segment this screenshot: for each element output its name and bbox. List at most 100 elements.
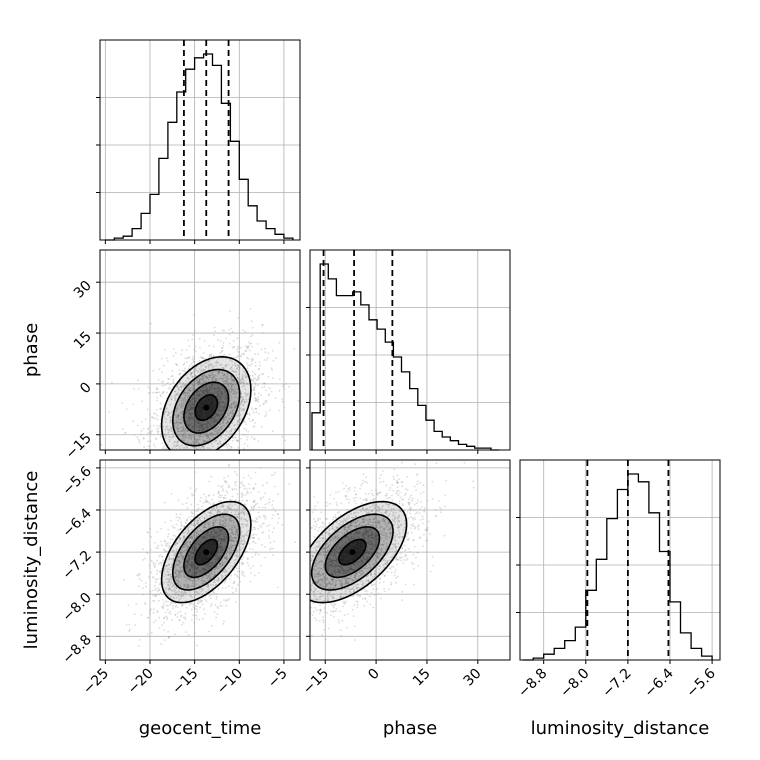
scatter-point (230, 430, 233, 433)
scatter-point (182, 428, 185, 431)
scatter-point (240, 518, 243, 521)
scatter-point (232, 346, 235, 348)
scatter-point (153, 621, 155, 624)
scatter-point (206, 569, 209, 571)
scatter-point (156, 399, 159, 402)
scatter-point (237, 415, 240, 417)
scatter-point (196, 577, 199, 580)
scatter-point (226, 364, 229, 366)
scatter-point (177, 482, 179, 484)
scatter-point (186, 361, 189, 363)
scatter-point (199, 569, 202, 572)
scatter-point (249, 537, 252, 539)
scatter-point (223, 535, 225, 538)
scatter-point (132, 463, 134, 465)
scatter-point (250, 506, 253, 508)
panel-grid-phase-luminosity_distance (310, 460, 510, 660)
scatter-point (172, 380, 175, 383)
scatter-point (180, 559, 182, 561)
scatter-point (257, 515, 260, 518)
scatter-point (180, 385, 183, 388)
scatter-point (178, 561, 181, 564)
scatter-point (100, 443, 103, 446)
scatter-point (191, 564, 194, 566)
scatter-point (166, 544, 168, 547)
scatter-point (228, 567, 230, 570)
scatter-point (152, 472, 154, 474)
scatter-point (200, 540, 202, 543)
scatter-point (268, 498, 271, 501)
scatter-point (231, 388, 234, 391)
scatter-point (251, 519, 254, 522)
scatter-point (237, 366, 240, 369)
scatter-point (187, 356, 190, 359)
scatter-point (201, 603, 204, 606)
scatter-point (221, 523, 224, 526)
scatter-point (259, 467, 262, 469)
scatter-point (196, 566, 199, 568)
scatter-point (246, 436, 249, 438)
scatter-point (205, 423, 208, 426)
scatter-point (201, 445, 204, 447)
scatter-point (229, 412, 231, 415)
scatter-point (246, 375, 248, 378)
scatter-point (193, 585, 196, 588)
scatter-point (182, 575, 185, 578)
scatter-point (190, 552, 193, 555)
scatter-point (167, 588, 170, 591)
scatter-point (222, 496, 225, 499)
scatter-point (208, 568, 211, 571)
scatter-point (272, 514, 275, 516)
scatter-point (246, 489, 249, 492)
scatter-point (199, 519, 202, 521)
scatter-point (177, 576, 180, 579)
scatter-point (208, 438, 211, 440)
scatter-point (156, 396, 159, 399)
scatter-point (251, 541, 254, 544)
scatter-point (184, 357, 187, 360)
scatter-point (231, 406, 234, 409)
scatter-point (149, 425, 152, 428)
scatter-point (209, 364, 212, 366)
scatter-point (217, 394, 220, 397)
scatter-point (255, 534, 257, 536)
scatter-point (191, 584, 194, 587)
scatter-point (157, 563, 160, 565)
scatter-point (233, 392, 236, 394)
scatter-point (206, 435, 208, 437)
scatter-point (341, 482, 344, 484)
scatter-point (176, 444, 179, 447)
scatter-point (204, 392, 207, 395)
scatter-point (193, 438, 196, 440)
scatter-point (217, 510, 220, 513)
scatter-point (229, 433, 231, 436)
scatter-point (230, 404, 233, 406)
scatter-point (233, 406, 236, 409)
scatter-point (189, 406, 192, 409)
scatter-point (186, 519, 189, 522)
scatter-point (198, 543, 201, 545)
density-panel-luminosity_distance_vs_geocent_time (123, 463, 297, 647)
scatter-point (197, 439, 200, 441)
scatter-point (178, 619, 181, 622)
scatter-point (194, 605, 197, 608)
scatter-point (215, 616, 218, 619)
scatter-point (195, 397, 198, 400)
scatter-point (208, 354, 211, 357)
scatter-point (172, 526, 175, 529)
scatter-point (219, 530, 222, 532)
scatter-point (388, 489, 391, 491)
scatter-point (193, 563, 195, 566)
scatter-point (210, 376, 213, 379)
scatter-point (191, 402, 194, 405)
scatter-point (136, 470, 138, 472)
scatter-point (191, 413, 194, 415)
scatter-point (196, 421, 199, 424)
scatter-point (179, 405, 182, 408)
scatter-point (154, 566, 156, 568)
scatter-point (166, 616, 168, 619)
scatter-point (165, 447, 168, 450)
scatter-point (162, 606, 165, 609)
scatter-point (172, 385, 174, 388)
scatter-point (159, 571, 162, 574)
